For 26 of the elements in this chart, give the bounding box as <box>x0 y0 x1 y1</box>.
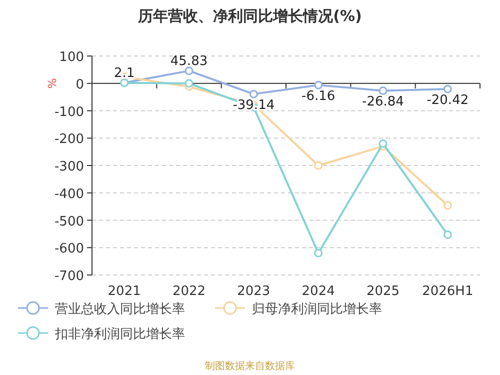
y-tick-label: 0 <box>76 77 84 92</box>
legend-label: 扣非净利润同比增长率 <box>54 326 185 342</box>
x-tick-label: 2021 <box>108 284 141 299</box>
y-tick-label: 100 <box>59 50 84 65</box>
y-tick-label: -600 <box>54 242 84 257</box>
x-tick-label: 2023 <box>237 284 270 299</box>
y-tick-label: -200 <box>54 132 84 148</box>
y-axis-title: % <box>46 78 59 89</box>
y-tick-label: -700 <box>54 269 84 284</box>
data-label: -6.16 <box>302 89 336 104</box>
x-tick-label: 2024 <box>302 284 335 299</box>
y-tick-label: -500 <box>54 214 84 230</box>
legend-label: 归母净利润同比增长率 <box>252 301 382 317</box>
data-label: 2.1 <box>114 66 135 81</box>
x-tick-label: 2026H1 <box>422 284 474 299</box>
legend-label: 营业总收入同比增长率 <box>55 301 185 317</box>
x-tick-label: 2025 <box>366 284 400 299</box>
y-tick-label: -300 <box>54 160 84 174</box>
data-label: -20.42 <box>426 92 469 108</box>
text: 制图数据来自数据库 <box>205 360 295 372</box>
y-tick-label: -100 <box>54 104 84 120</box>
data-label: 45.83 <box>170 54 208 69</box>
y-tick-label: -400 <box>54 186 84 202</box>
x-tick-label: 2022 <box>172 284 206 299</box>
chart-title: 历年营收、净利同比增长情况(%) <box>137 7 362 25</box>
data-label: -26.84 <box>362 94 404 110</box>
